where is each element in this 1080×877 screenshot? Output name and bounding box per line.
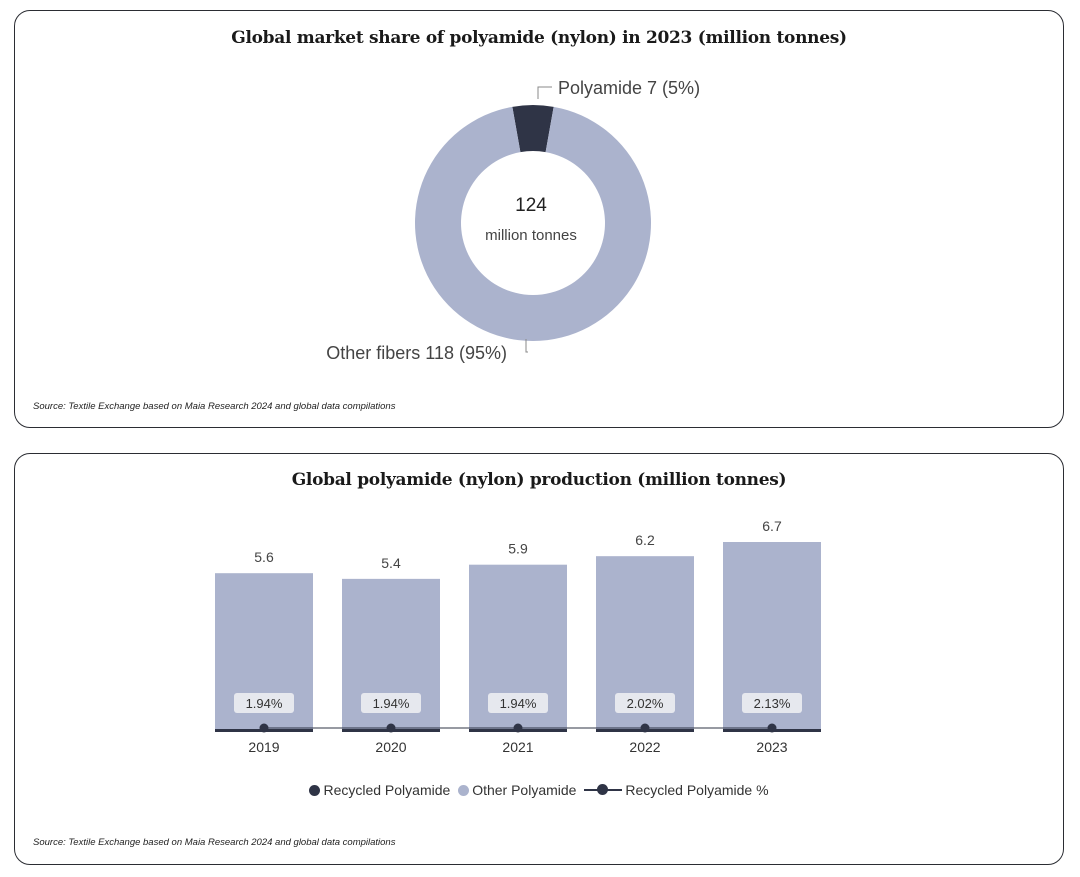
donut-slice-other-fibers	[415, 106, 652, 341]
legend-recycled-pct-label: Recycled Polyamide %	[625, 782, 769, 799]
other-fibers-slice-label: Other fibers 118 (95%)	[326, 343, 507, 363]
legend-other-label: Other Polyamide	[472, 782, 577, 799]
recycled-pct-label-2019: 1.94%	[246, 696, 283, 711]
bar-total-label-2019: 5.6	[254, 549, 274, 565]
recycled-pct-point-2022	[640, 723, 650, 733]
donut-center-value: 124	[515, 195, 547, 216]
bar-chart: 5.6 2019 5.4 2020 5.9 2021 6.2 2022 6.7 2023 1.94%…	[215, 518, 821, 755]
x-tick-label-2023: 2023	[756, 739, 787, 755]
x-tick-label-2022: 2022	[629, 739, 660, 755]
polyamide-slice-label: Polyamide 7 (5%)	[558, 78, 700, 98]
other-fibers-leader-line	[525, 339, 528, 353]
polyamide-leader-line	[537, 86, 552, 99]
recycled-pct-point-2023	[767, 723, 777, 733]
legend-recycled: Recycled Polyamide	[309, 782, 450, 798]
donut-chart-title: Global market share of polyamide (nylon)…	[231, 28, 847, 48]
recycled-pct-point-2019	[259, 723, 269, 733]
bar-total-label-2020: 5.4	[381, 555, 401, 571]
production-panel: Global polyamide (nylon) production (mil…	[14, 453, 1064, 865]
recycled-pct-label-2023: 2.13%	[754, 696, 791, 711]
recycled-pct-label-box-2023	[742, 693, 802, 713]
legend-recycled-swatch	[309, 785, 321, 797]
legend-other-swatch	[458, 785, 470, 797]
market-share-panel: Global market share of polyamide (nylon)…	[14, 10, 1064, 428]
legend-recycled-pct: Recycled Polyamide %	[584, 782, 769, 799]
recycled-pct-label-box-2021	[488, 693, 548, 713]
legend-recycled-label: Recycled Polyamide	[323, 782, 451, 799]
x-tick-label-2020: 2020	[375, 739, 406, 755]
bar-chart-legend: Recycled Polyamide Other Polyamide Recyc…	[15, 781, 1063, 798]
bar-total-label-2023: 6.7	[762, 518, 782, 534]
bar-total-label-2021: 5.9	[508, 541, 528, 557]
legend-other: Other Polyamide	[458, 782, 576, 798]
donut-chart: 124 million tonnes Polyamide 7 (5%) Othe…	[326, 78, 700, 363]
bar-source-note: Source: Textile Exchange based on Maia R…	[33, 837, 396, 848]
donut-slices	[415, 105, 652, 341]
recycled-pct-label-2020: 1.94%	[373, 696, 410, 711]
x-tick-label-2019: 2019	[248, 739, 279, 755]
donut-slice-polyamide	[512, 105, 554, 153]
donut-center-unit: million tonnes	[485, 227, 577, 244]
legend-recycled-pct-swatch	[584, 784, 623, 796]
bar-chart-title: Global polyamide (nylon) production (mil…	[291, 470, 787, 490]
recycled-pct-label-2021: 1.94%	[500, 696, 537, 711]
recycled-pct-label-2022: 2.02%	[627, 696, 664, 711]
x-tick-label-2021: 2021	[502, 739, 533, 755]
recycled-pct-label-box-2022	[615, 693, 675, 713]
recycled-pct-point-2020	[386, 723, 396, 733]
bar-total-label-2022: 6.2	[635, 532, 655, 548]
recycled-pct-point-2021	[513, 723, 523, 733]
recycled-pct-label-box-2020	[361, 693, 421, 713]
donut-source-note: Source: Textile Exchange based on Maia R…	[33, 401, 396, 412]
recycled-pct-label-box-2019	[234, 693, 294, 713]
